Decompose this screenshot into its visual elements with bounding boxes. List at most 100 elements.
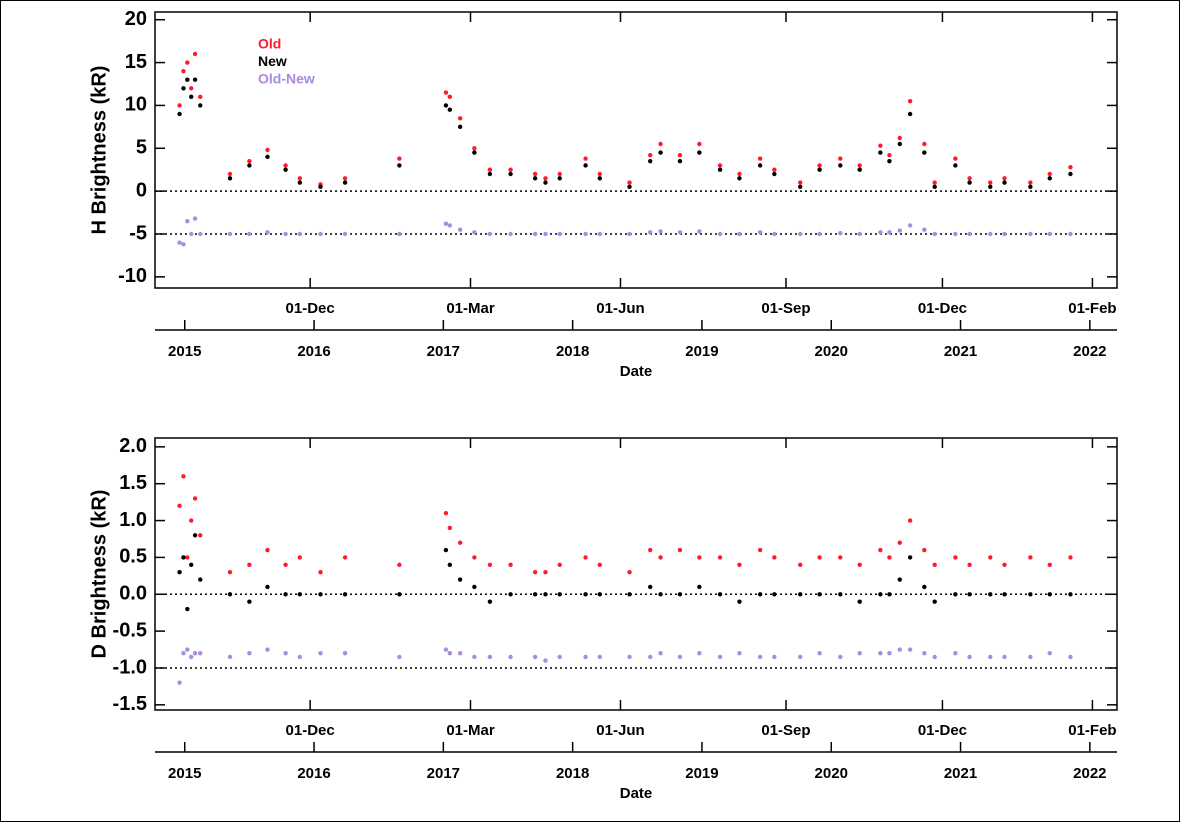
data-point: [1068, 171, 1073, 177]
data-point: [185, 60, 190, 65]
y-tick-label: 5: [136, 137, 147, 159]
data-point: [838, 163, 843, 168]
data-point: [953, 163, 958, 168]
data-point: [508, 592, 513, 597]
data-point: [397, 231, 402, 237]
data-point: [532, 176, 538, 181]
data-point: [457, 227, 463, 232]
data-point: [907, 111, 913, 117]
data-point: [887, 152, 892, 158]
data-point: [342, 180, 348, 185]
data-point: [297, 231, 303, 237]
data-point: [583, 654, 588, 660]
data-point: [192, 496, 198, 501]
data-point: [181, 68, 186, 74]
data-point: [443, 90, 449, 95]
data-point: [185, 555, 190, 560]
data-point: [198, 103, 203, 108]
data-point: [953, 592, 958, 597]
data-point: [627, 654, 632, 660]
data-point: [817, 231, 822, 237]
data-point: [318, 651, 323, 656]
data-point: [658, 141, 663, 147]
data-point: [283, 231, 288, 237]
data-point: [838, 230, 843, 236]
data-point: [953, 156, 958, 161]
data-point: [1002, 180, 1007, 185]
data-point: [557, 654, 562, 660]
x-tick-label: 2016: [297, 765, 330, 782]
data-point: [648, 654, 653, 660]
data-point: [627, 180, 632, 185]
data-point: [887, 555, 892, 560]
data-point: [677, 230, 683, 235]
data-point: [798, 562, 803, 567]
data-point: [932, 231, 937, 237]
data-point: [487, 171, 493, 177]
data-point: [181, 474, 186, 479]
x-tick-label: 01-Jun: [596, 300, 644, 317]
data-point: [457, 124, 463, 130]
data-point: [185, 218, 190, 224]
data-point: [772, 592, 777, 597]
data-point: [447, 223, 453, 228]
data-point: [737, 651, 742, 656]
data-point: [922, 584, 927, 590]
data-point: [181, 86, 186, 91]
data-point: [1068, 592, 1073, 597]
data-point: [697, 150, 702, 155]
data-point: [1028, 231, 1033, 237]
plot-frame: [154, 437, 1118, 711]
data-point: [953, 651, 958, 656]
data-point: [932, 562, 937, 567]
data-point: [967, 562, 972, 567]
data-point: [543, 592, 548, 597]
data-point: [443, 510, 449, 516]
data-point: [543, 658, 548, 663]
data-point: [677, 592, 683, 597]
data-point: [1068, 164, 1073, 170]
data-point: [508, 167, 513, 172]
data-point: [583, 163, 588, 168]
data-point: [532, 171, 538, 177]
data-point: [648, 547, 653, 553]
data-point: [878, 150, 883, 155]
data-point: [627, 184, 632, 190]
data-point: [192, 77, 198, 82]
data-point: [757, 163, 763, 168]
data-point: [198, 231, 203, 237]
legend-entry: New: [258, 53, 287, 69]
data-point: [988, 180, 993, 185]
data-point: [198, 651, 203, 656]
data-point: [397, 156, 402, 161]
data-point: [953, 231, 958, 237]
data-point: [1068, 654, 1073, 660]
data-point: [508, 231, 513, 237]
data-point: [967, 231, 972, 237]
data-point: [265, 154, 270, 160]
data-point: [472, 555, 477, 560]
data-point: [932, 599, 937, 604]
data-point: [817, 592, 822, 597]
data-point: [697, 584, 702, 590]
data-point: [583, 555, 588, 560]
data-point: [717, 163, 723, 168]
x-tick-label: 2019: [685, 343, 718, 360]
x-tick-label: 2021: [944, 765, 977, 782]
data-point: [922, 227, 927, 232]
data-point: [897, 647, 902, 652]
data-point: [597, 654, 602, 660]
data-point: [772, 555, 777, 560]
data-point: [967, 592, 972, 597]
y-tick-label: -0.5: [113, 619, 147, 641]
data-point: [227, 171, 233, 177]
data-point: [817, 651, 822, 656]
data-point: [543, 231, 548, 237]
data-point: [583, 592, 588, 597]
data-point: [627, 231, 632, 237]
x-axis-label: Date: [620, 363, 653, 380]
data-point: [1028, 184, 1033, 190]
data-point: [1028, 180, 1033, 185]
data-point: [227, 654, 233, 660]
